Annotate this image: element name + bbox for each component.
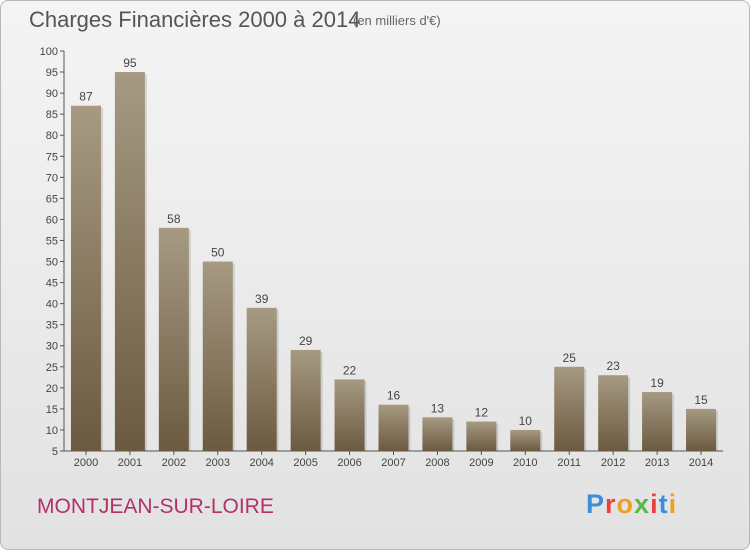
bar (598, 375, 629, 451)
y-tick-label: 90 (46, 88, 58, 100)
bar (554, 366, 585, 451)
logo-letter: i (668, 489, 678, 519)
bar-value-label: 39 (255, 292, 269, 306)
x-tick-label: 2012 (601, 457, 625, 469)
x-tick-label: 2003 (206, 457, 230, 469)
y-tick-label: 65 (46, 193, 58, 205)
logo-letter: r (605, 489, 617, 519)
y-tick-label: 75 (46, 151, 58, 163)
logo-letter: o (616, 489, 635, 519)
bar-value-label: 15 (694, 393, 708, 407)
x-tick-label: 2004 (249, 457, 273, 469)
y-tick-label: 25 (46, 362, 58, 374)
proxiti-logo: Proxiti (586, 489, 677, 520)
y-tick-label: 95 (46, 67, 58, 79)
y-tick-label: 55 (46, 235, 58, 247)
x-tick-label: 2011 (557, 457, 581, 469)
y-tick-label: 20 (46, 383, 58, 395)
bar-value-label: 12 (475, 406, 489, 420)
y-tick-label: 100 (40, 46, 58, 58)
bar-value-label: 19 (650, 376, 664, 390)
x-tick-label: 2009 (469, 457, 493, 469)
chart-axes: 5 10 15 20 25 30 35 40 45 50 55 60 65 70 75 80 85 90 95 100 (40, 46, 723, 458)
bar-value-label: 58 (167, 212, 181, 226)
logo-letter: i (650, 489, 659, 519)
y-tick-label: 85 (46, 109, 58, 121)
y-tick-label: 45 (46, 278, 58, 290)
bar-value-label: 10 (519, 414, 533, 428)
logo-letter: t (658, 489, 669, 519)
x-tick-label: 2000 (74, 457, 98, 469)
bar-value-label: 22 (343, 363, 357, 377)
y-tick-label: 80 (46, 130, 58, 142)
bar (246, 307, 277, 451)
y-tick-label: 15 (46, 404, 58, 416)
bar (290, 349, 321, 451)
y-tick-label: 35 (46, 320, 58, 332)
bar (334, 379, 365, 451)
x-tick-label: 2014 (689, 457, 713, 469)
bar (158, 227, 189, 451)
bar (70, 105, 101, 451)
bar (422, 417, 453, 451)
logo-letter: P (586, 489, 606, 519)
x-tick-label: 2013 (645, 457, 669, 469)
x-tick-label: 2007 (381, 457, 405, 469)
y-tick-label: 40 (46, 299, 58, 311)
y-tick-label: 50 (46, 257, 58, 269)
chart-labels: 87 2000 95 2001 58 2002 50 2003 39 2004 29 2005 22 20… (74, 56, 714, 469)
bar (642, 392, 673, 451)
bar (686, 408, 717, 451)
bar-value-label: 23 (606, 359, 620, 373)
bar-value-label: 95 (123, 56, 137, 70)
bar-value-label: 50 (211, 246, 225, 260)
y-tick-label: 70 (46, 172, 58, 184)
bar (466, 421, 497, 451)
x-tick-label: 2008 (425, 457, 449, 469)
y-tick-label: 5 (52, 446, 58, 458)
place-name: MONTJEAN-SUR-LOIRE (37, 495, 274, 518)
x-tick-label: 2006 (337, 457, 361, 469)
y-tick-label: 60 (46, 214, 58, 226)
bar (510, 429, 541, 451)
y-tick-label: 10 (46, 425, 58, 437)
bar-value-label: 25 (563, 351, 577, 365)
bar-value-label: 29 (299, 334, 313, 348)
logo-letter: x (634, 489, 651, 519)
y-tick-label: 30 (46, 341, 58, 353)
chart-title: Charges Financières 2000 à 2014 (29, 7, 361, 32)
bar-value-label: 16 (387, 389, 401, 403)
x-tick-label: 2005 (293, 457, 317, 469)
x-tick-label: 2002 (162, 457, 186, 469)
x-tick-label: 2010 (513, 457, 537, 469)
bar (378, 404, 409, 451)
chart-subtitle: (en milliers d'€) (353, 13, 441, 28)
bar (202, 261, 233, 451)
chart-bars (70, 72, 719, 451)
x-tick-label: 2001 (118, 457, 142, 469)
bar-value-label: 87 (79, 90, 93, 104)
bar-value-label: 13 (431, 401, 445, 415)
bar (114, 72, 145, 451)
